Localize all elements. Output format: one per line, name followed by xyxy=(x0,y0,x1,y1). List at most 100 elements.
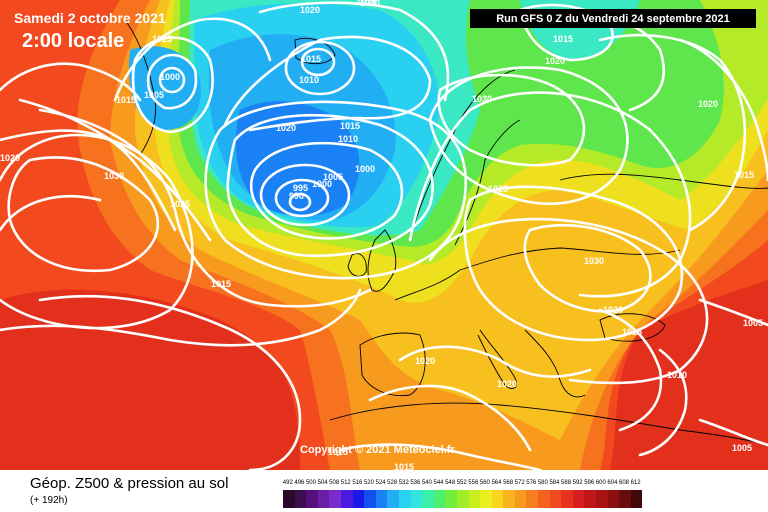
pressure-label: 1020 xyxy=(0,153,20,163)
isobar-1015-south-europe xyxy=(368,384,532,452)
isobar-1015-atlantic xyxy=(38,108,372,308)
weather-map: 1025 1000 1015 1005 1020 1020 1015 1010 … xyxy=(0,0,768,470)
scale-value-label: 536 xyxy=(410,480,421,486)
pressure-label: 1020 xyxy=(497,379,517,389)
scale-value-label: 580 xyxy=(537,480,548,486)
isobar-1020-south-europe xyxy=(398,345,592,378)
scale-color-swatch xyxy=(306,490,318,508)
scale-color-swatch xyxy=(619,490,631,508)
scale-value-label: 508 xyxy=(329,480,340,486)
isobar-1025-europe xyxy=(463,185,684,342)
scale-color-swatch xyxy=(422,490,434,508)
pressure-label: 1025 xyxy=(152,34,172,44)
isobars xyxy=(0,1,768,470)
scale-value-label: 516 xyxy=(352,480,363,486)
isobar-1015-east xyxy=(598,33,747,232)
scale-color-swatch xyxy=(596,490,608,508)
pressure-label: 1030 xyxy=(104,171,124,181)
legend-footer: Géop. Z500 & pression au sol (+ 192h) 49… xyxy=(0,470,768,512)
scale-value-label: 500 xyxy=(305,480,316,486)
pressure-label: 1025 xyxy=(488,184,508,194)
isobar-1030-north xyxy=(437,73,586,167)
isobar-1015-west-coast xyxy=(0,62,142,102)
copyright-text: Copyright © 2021 Meteociel.fr xyxy=(300,444,455,456)
isobar-1005-east xyxy=(698,298,768,327)
pressure-label: 1030 xyxy=(472,94,492,104)
isobar-1020-far-north xyxy=(258,1,450,102)
pressure-label: 1015 xyxy=(394,462,414,470)
pressure-label: 1020 xyxy=(415,356,435,366)
pressure-label: 1015 xyxy=(622,327,642,337)
scale-color-swatch xyxy=(433,490,446,508)
scale-value-label: 504 xyxy=(317,480,328,486)
scale-value-label: 608 xyxy=(619,480,630,486)
scale-color-swatch xyxy=(294,490,307,508)
color-scale-bar xyxy=(283,490,643,508)
coastline-ireland xyxy=(347,253,367,277)
isobar-1020-far-east xyxy=(678,38,768,182)
isobar-1020-europe xyxy=(428,217,709,385)
scale-color-swatch xyxy=(526,490,539,508)
pressure-label: 1020 xyxy=(698,99,718,109)
pressure-label: 1010 xyxy=(667,370,687,380)
scale-value-label: 524 xyxy=(375,480,386,486)
isobar-1015-mediterranean xyxy=(338,443,542,470)
coastline-iceland xyxy=(294,37,336,65)
pressure-label: 1015 xyxy=(211,279,231,289)
pressure-label: 1005 xyxy=(732,443,752,453)
legend-subtitle: (+ 192h) xyxy=(30,495,68,506)
pressure-label: 1010 xyxy=(338,134,358,144)
scale-color-swatch xyxy=(538,490,550,508)
scale-color-swatch xyxy=(410,490,423,508)
pressure-label: 1015 xyxy=(116,95,136,105)
scale-value-label: 568 xyxy=(503,480,514,486)
scale-value-label: 600 xyxy=(595,480,606,486)
scale-color-swatch xyxy=(561,490,573,508)
scale-color-swatch xyxy=(445,490,457,508)
scale-color-swatch xyxy=(503,490,515,508)
pressure-label: 1005 xyxy=(144,90,164,100)
isobar-1005-southeast xyxy=(698,418,768,447)
isobar-1015-west xyxy=(113,17,272,102)
pressure-label: 1030 xyxy=(0,0,20,2)
scale-value-label: 548 xyxy=(445,480,456,486)
isobar-990 xyxy=(288,192,312,212)
scale-color-swatch xyxy=(317,490,330,508)
isobar-1015-east-europe xyxy=(598,308,663,432)
scale-color-swatch xyxy=(630,490,643,508)
scale-value-label: 496 xyxy=(294,480,305,486)
pressure-label: 1015 xyxy=(734,170,754,180)
isobar-iceland-1020 xyxy=(284,40,356,96)
scale-value-label: 592 xyxy=(572,480,583,486)
isobar-1020-north xyxy=(223,35,432,132)
scale-value-label: 544 xyxy=(433,480,444,486)
pressure-label: 1015 xyxy=(553,34,573,44)
pressure-label: 995 xyxy=(293,183,308,193)
forecast-time: 2:00 locale xyxy=(22,30,125,52)
coastline-europe-north xyxy=(394,247,681,301)
isobar-greenland-1005 xyxy=(146,53,198,110)
field-dark-red xyxy=(0,289,300,470)
scale-value-label: 492 xyxy=(282,480,293,486)
scale-value-label: 588 xyxy=(561,480,572,486)
scale-value-label: 560 xyxy=(479,480,490,486)
scale-color-swatch xyxy=(514,490,527,508)
scale-color-swatch xyxy=(491,490,504,508)
scale-color-swatch xyxy=(584,490,597,508)
scale-value-label: 584 xyxy=(549,480,560,486)
isobar-greenland-1000 xyxy=(158,66,186,94)
scale-value-label: 556 xyxy=(468,480,479,486)
pressure-label: 1000 xyxy=(355,164,375,174)
forecast-date: Samedi 2 octobre 2021 xyxy=(14,10,166,26)
isobar-1020-azores xyxy=(0,194,102,232)
isobar-1020-atlantic-loop xyxy=(38,294,302,470)
pressure-label: 1025 xyxy=(170,199,190,209)
scale-value-label: 520 xyxy=(363,480,374,486)
isobar-1010-east xyxy=(638,348,688,457)
scale-value-label: 528 xyxy=(387,480,398,486)
scale-value-label: 540 xyxy=(421,480,432,486)
coastline-africa xyxy=(329,402,768,446)
scale-value-label: 552 xyxy=(456,480,467,486)
coastline-russia xyxy=(559,173,768,189)
